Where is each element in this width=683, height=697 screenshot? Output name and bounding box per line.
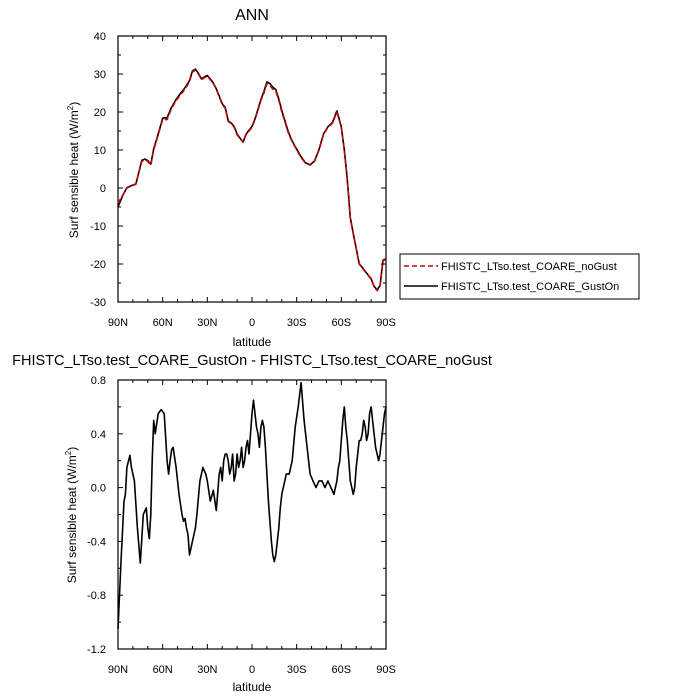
bottom-y-axis-label: Surf sensible heat (W/m2)	[64, 447, 79, 584]
top-y-tick-label: -30	[90, 297, 106, 309]
top-y-axis-label: Surf sensible heat (W/m2)	[66, 102, 81, 239]
top-y-tick-label: 20	[94, 107, 106, 119]
top-x-tick-label: 30N	[197, 317, 217, 329]
top-y-tick-label: -20	[90, 259, 106, 271]
top-y-tick-label: -10	[90, 221, 106, 233]
legend: FHISTC_LTso.test_COARE_noGust FHISTC_LTs…	[399, 253, 640, 300]
top-y-tick-label: 30	[94, 69, 106, 81]
bottom-y-axis-label-text: Surf sensible heat (W/m	[65, 455, 79, 583]
legend-label-nogust: FHISTC_LTso.test_COARE_noGust	[441, 261, 617, 273]
top-x-tick-label: 30S	[287, 317, 307, 329]
bottom-x-axis-label: latitude	[233, 680, 272, 694]
bottom-y-tick-label: -1.2	[87, 644, 106, 656]
bottom-y-tick-label: 0.8	[91, 375, 106, 387]
top-panel: ANN Surf sensible heat (W/m2) latitude -…	[66, 7, 396, 349]
svg-text:Surf sensible heat (W/m2): Surf sensible heat (W/m2)	[64, 447, 79, 584]
top-y-axis-label-close: )	[67, 102, 81, 106]
top-series-line-0	[117, 69, 386, 292]
bottom-y-tick-label: -0.8	[87, 590, 106, 602]
bottom-x-tick-label: 90S	[376, 664, 396, 676]
bottom-chart-title: FHISTC_LTso.test_COARE_GustOn - FHISTC_L…	[12, 353, 492, 369]
top-y-tick-label: 10	[94, 145, 106, 157]
legend-label-guston: FHISTC_LTso.test_COARE_GustOn	[441, 281, 619, 293]
svg-text:Surf sensible heat (W/m2): Surf sensible heat (W/m2)	[66, 102, 81, 239]
top-y-tick-label: 40	[94, 31, 106, 43]
bottom-panel: FHISTC_LTso.test_COARE_GustOn - FHISTC_L…	[12, 353, 492, 694]
bottom-series-line-0	[117, 381, 387, 629]
bottom-y-axis-label-sup: 2	[64, 450, 73, 455]
top-x-axis-label: latitude	[233, 335, 272, 349]
bottom-x-tick-label: 90N	[108, 664, 128, 676]
bottom-x-tick-label: 0	[249, 664, 255, 676]
top-series-line-1	[117, 68, 387, 291]
top-y-axis-label-text: Surf sensible heat (W/m	[67, 110, 81, 238]
bottom-x-tick-label: 60N	[153, 664, 173, 676]
top-y-axis-label-sup: 2	[66, 105, 75, 110]
top-x-tick-label: 60N	[153, 317, 173, 329]
bottom-y-tick-label: -0.4	[87, 536, 106, 548]
top-x-tick-label: 60S	[332, 317, 352, 329]
top-y-tick-label: 0	[100, 183, 106, 195]
bottom-y-tick-label: 0.0	[91, 483, 106, 495]
bottom-x-tick-label: 60S	[332, 664, 352, 676]
bottom-x-tick-label: 30S	[287, 664, 307, 676]
top-chart-title: ANN	[235, 7, 269, 24]
top-x-tick-label: 90S	[376, 317, 396, 329]
bottom-y-tick-label: 0.4	[91, 429, 106, 441]
top-x-tick-label: 0	[249, 317, 255, 329]
legend-box	[399, 253, 640, 300]
top-x-tick-label: 90N	[108, 317, 128, 329]
bottom-y-axis-label-close: )	[65, 447, 79, 451]
bottom-x-tick-label: 30N	[197, 664, 217, 676]
